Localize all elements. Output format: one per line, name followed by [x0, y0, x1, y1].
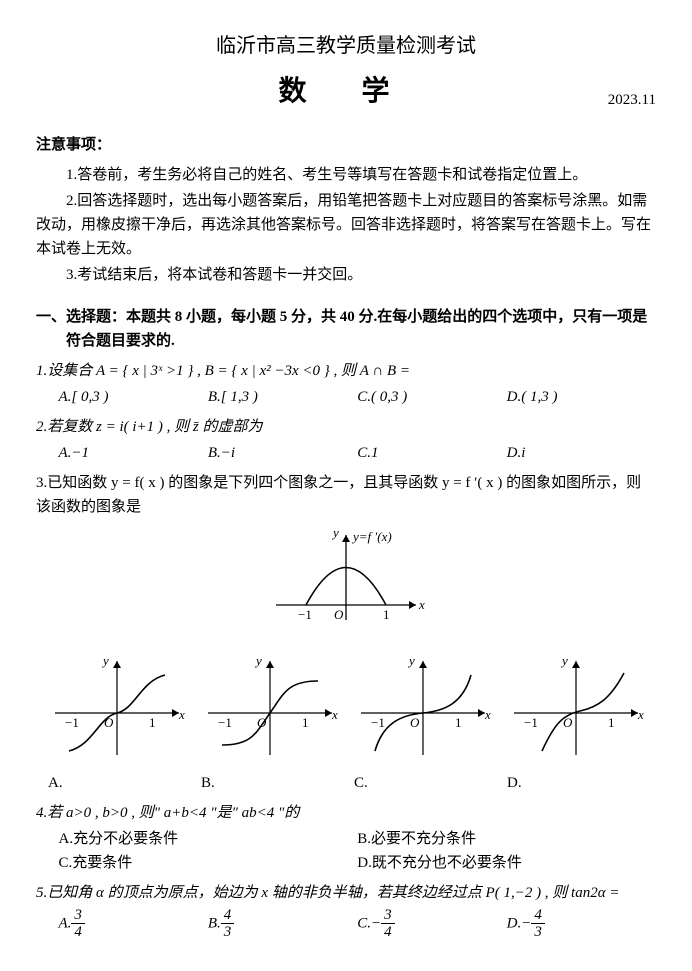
q5-c-prefix: C.− [357, 915, 381, 931]
svg-text:y: y [560, 653, 568, 668]
svg-text:−1: −1 [218, 715, 232, 730]
svg-text:x: x [637, 707, 644, 722]
svg-text:O: O [563, 715, 573, 730]
q2-option-b: B.−i [208, 441, 357, 465]
svg-text:y: y [407, 653, 415, 668]
q3-option-b-label: B. [193, 771, 346, 795]
exam-title: 临沂市高三教学质量检测考试 [36, 30, 656, 62]
svg-text:x: x [418, 597, 425, 612]
part1-l1: 一、选择题：本题共 8 小题，每小题 5 分，共 40 分.在每小题给出的四个选… [36, 309, 647, 325]
svg-text:1: 1 [383, 607, 390, 622]
svg-text:−1: −1 [298, 607, 312, 622]
svg-text:−1: −1 [371, 715, 385, 730]
question-4: 4.若 a>0 , b>0 , 则" a+b<4 "是" ab<4 "的 A.充… [36, 801, 656, 875]
q1-option-d: D.( 1,3 ) [507, 385, 656, 409]
q1-stem: 1.设集合 A = { x | 3ˣ >1 } , B = { x | x² −… [36, 359, 656, 383]
q4-option-c: C.充要条件 [59, 851, 358, 875]
q3-option-d-label: D. [499, 771, 652, 795]
q1-option-a: A.[ 0,3 ) [59, 385, 208, 409]
part1-title: 一、选择题：本题共 8 小题，每小题 5 分，共 40 分.在每小题给出的四个选… [36, 305, 656, 353]
part1-l2: 符合题目要求的. [36, 329, 656, 353]
q3-derivative-figure: −1 O 1 x y y=f ′(x) [36, 525, 656, 643]
q5-b-prefix: B. [208, 915, 221, 931]
svg-text:x: x [484, 707, 491, 722]
svg-text:O: O [104, 715, 114, 730]
question-2: 2.若复数 z = i( i+1 ) , 则 z̄ 的虚部为 A.−1 B.−i… [36, 415, 656, 465]
q5-option-b: B.43 [208, 907, 357, 941]
question-1: 1.设集合 A = { x | 3ˣ >1 } , B = { x | x² −… [36, 359, 656, 409]
q3-option-c-label: C. [346, 771, 499, 795]
q1-option-b: B.[ 1,3 ) [208, 385, 357, 409]
q3-stem: 3.已知函数 y = f( x ) 的图象是下列四个图象之一，且其导函数 y =… [36, 471, 656, 519]
q4-option-a: A.充分不必要条件 [59, 827, 358, 851]
notice-item: 3.考试结束后，将本试卷和答题卡一并交回。 [36, 263, 656, 287]
svg-text:1: 1 [149, 715, 156, 730]
exam-date: 2023.11 [608, 88, 656, 112]
notice-heading: 注意事项： [36, 133, 656, 157]
q3-figure-a: −1 O 1 x y A. [40, 653, 193, 795]
notice-item: 1.答卷前，考生务必将自己的姓名、考生号等填写在答题卡和试卷指定位置上。 [36, 163, 656, 187]
q5-d-prefix: D.− [507, 915, 532, 931]
svg-text:y: y [331, 525, 339, 540]
q5-c-den: 4 [381, 924, 395, 941]
q3-figure-d: −1 O 1 x y D. [499, 653, 652, 795]
svg-text:y: y [254, 653, 262, 668]
svg-text:−1: −1 [65, 715, 79, 730]
svg-text:O: O [334, 607, 344, 622]
q3-figure-c: −1 O 1 x y C. [346, 653, 499, 795]
q3-deriv-label: y=f ′(x) [351, 529, 392, 544]
q5-a-prefix: A. [59, 915, 72, 931]
q5-stem: 5.已知角 α 的顶点为原点，始边为 x 轴的非负半轴，若其终边经过点 P( 1… [36, 881, 656, 905]
q1-option-c: C.( 0,3 ) [357, 385, 506, 409]
q2-option-a: A.−1 [59, 441, 208, 465]
q2-stem: 2.若复数 z = i( i+1 ) , 则 z̄ 的虚部为 [36, 415, 656, 439]
q3-options-row: −1 O 1 x y A. −1 O 1 x y B [36, 653, 656, 795]
q5-b-den: 3 [221, 924, 235, 941]
q4-option-d: D.既不充分也不必要条件 [357, 851, 656, 875]
svg-text:O: O [257, 715, 267, 730]
subject-heading: 数 学 [36, 70, 656, 115]
svg-text:1: 1 [608, 715, 615, 730]
q3-figure-b: −1 O 1 x y B. [193, 653, 346, 795]
question-5: 5.已知角 α 的顶点为原点，始边为 x 轴的非负半轴，若其终边经过点 P( 1… [36, 881, 656, 941]
q5-option-a: A.34 [59, 907, 208, 941]
q3-option-a-label: A. [40, 771, 193, 795]
svg-text:x: x [178, 707, 185, 722]
svg-text:x: x [331, 707, 338, 722]
svg-text:1: 1 [455, 715, 462, 730]
svg-text:−1: −1 [524, 715, 538, 730]
q4-stem: 4.若 a>0 , b>0 , 则" a+b<4 "是" ab<4 "的 [36, 801, 656, 825]
q5-b-num: 4 [221, 907, 235, 925]
q5-option-c: C.−34 [357, 907, 506, 941]
q5-d-num: 4 [531, 907, 545, 925]
q5-c-num: 3 [381, 907, 395, 925]
q5-d-den: 3 [531, 924, 545, 941]
q2-option-d: D.i [507, 441, 656, 465]
q4-option-b: B.必要不充分条件 [357, 827, 656, 851]
notice-item: 2.回答选择题时，选出每小题答案后，用铅笔把答题卡上对应题目的答案标号涂黑。如需… [36, 189, 656, 261]
q2-option-c: C.1 [357, 441, 506, 465]
svg-text:y: y [101, 653, 109, 668]
q5-option-d: D.−43 [507, 907, 656, 941]
svg-text:1: 1 [302, 715, 309, 730]
q5-a-num: 3 [71, 907, 85, 925]
question-3: 3.已知函数 y = f( x ) 的图象是下列四个图象之一，且其导函数 y =… [36, 471, 656, 795]
q5-a-den: 4 [71, 924, 85, 941]
svg-text:O: O [410, 715, 420, 730]
